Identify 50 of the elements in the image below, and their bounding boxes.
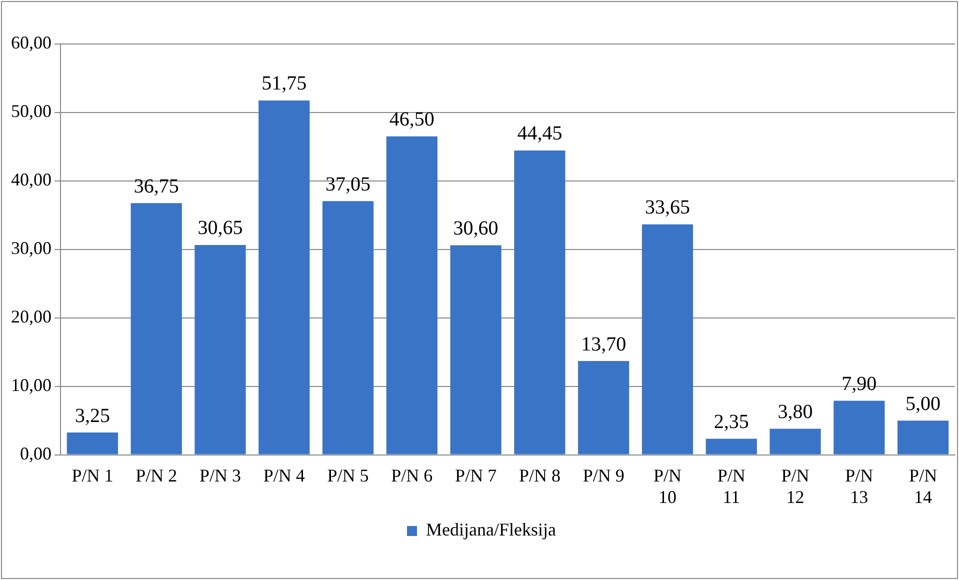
y-tick-label: 0,00 — [20, 444, 52, 464]
x-tick-label: P/N 14 — [909, 465, 938, 507]
x-tick-label: P/N 3 — [199, 465, 241, 486]
y-tick-label: 60,00 — [11, 32, 52, 53]
x-tick-label: P/N 4 — [263, 465, 305, 486]
bar — [578, 361, 630, 454]
x-tick-label: P/N 8 — [518, 465, 560, 486]
data-label: 30,60 — [453, 218, 498, 240]
bar — [130, 203, 182, 454]
legend-label: Medijana/Fleksija — [426, 520, 556, 540]
bar — [322, 201, 374, 454]
bar — [194, 244, 246, 454]
bar — [834, 400, 885, 454]
y-tick-label: 20,00 — [11, 306, 52, 327]
data-label: 33,65 — [644, 196, 690, 219]
data-label: 13,70 — [581, 333, 626, 356]
bar — [258, 100, 310, 454]
x-tick-label: P/N 5 — [327, 465, 369, 486]
data-label: 44,45 — [517, 122, 562, 145]
bar — [514, 150, 566, 454]
y-tick-label: 50,00 — [11, 101, 52, 122]
x-tick-label: P/N 9 — [582, 465, 624, 486]
data-label: 36,75 — [134, 175, 179, 198]
bar — [386, 136, 438, 454]
data-label: 51,75 — [262, 72, 307, 95]
y-tick-label: 40,00 — [11, 170, 52, 190]
bar — [450, 245, 502, 454]
y-tick-label: 10,00 — [11, 375, 52, 396]
x-tick-label: P/N 12 — [781, 465, 810, 507]
bar — [897, 420, 949, 454]
data-label: 2,35 — [714, 410, 749, 433]
x-tick-label: P/N 11 — [717, 465, 746, 507]
x-tick-label: P/N 2 — [136, 465, 178, 486]
bar — [642, 224, 694, 454]
data-label: 5,00 — [906, 392, 941, 415]
data-label: 46,50 — [389, 108, 434, 131]
bar — [770, 428, 821, 454]
x-tick-label: P/N 6 — [391, 465, 433, 486]
x-tick-label: P/N 10 — [653, 465, 682, 507]
x-tick-label: P/N 7 — [455, 465, 497, 486]
data-label: 3,80 — [778, 401, 813, 424]
x-tick-label: P/N 13 — [845, 465, 874, 507]
y-tick-label: 30,00 — [11, 238, 52, 258]
bar — [66, 432, 118, 454]
data-label: 3,25 — [74, 404, 110, 427]
data-label: 37,05 — [326, 173, 371, 196]
x-tick-label: P/N 1 — [72, 465, 114, 486]
data-label: 7,90 — [842, 372, 877, 395]
data-label: 30,65 — [198, 217, 243, 240]
bar — [706, 438, 757, 454]
